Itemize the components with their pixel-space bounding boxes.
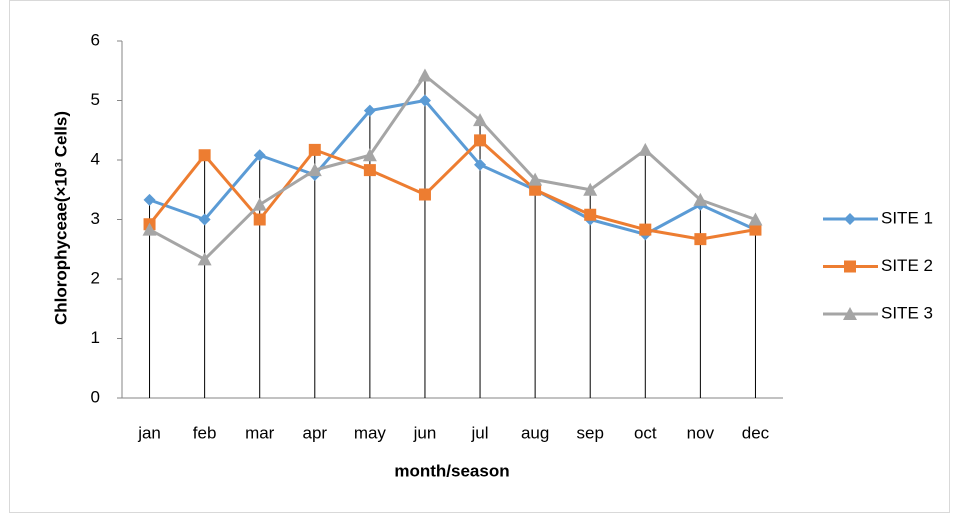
legend-label: SITE 2 (881, 256, 933, 275)
y-tick-label: 2 (91, 268, 100, 287)
data-point (307, 163, 322, 177)
data-point (418, 188, 431, 201)
data-point (748, 212, 763, 226)
data-point (198, 213, 211, 226)
data-point (638, 142, 653, 156)
data-point (528, 172, 543, 186)
y-tick-label: 4 (91, 149, 100, 168)
data-point (363, 104, 376, 117)
x-tick-label: jan (137, 423, 161, 442)
x-tick-label: sep (576, 423, 603, 442)
x-tick-label: jun (413, 423, 437, 442)
data-point (529, 183, 542, 196)
data-point (198, 149, 211, 162)
data-point (474, 134, 487, 147)
legend-label: SITE 3 (881, 303, 933, 322)
data-point (252, 197, 267, 211)
data-point (143, 193, 156, 206)
data-point (473, 113, 488, 127)
legend-marker (843, 307, 857, 320)
data-point (253, 149, 266, 162)
x-tick-label: dec (742, 423, 770, 442)
x-tick-label: apr (303, 423, 328, 442)
data-point (474, 158, 487, 171)
y-tick-label: 6 (91, 30, 100, 49)
x-tick-label: oct (634, 423, 657, 442)
data-point (584, 208, 597, 221)
series-line (149, 99, 757, 236)
x-tick-label: mar (245, 423, 275, 442)
series-line (148, 138, 756, 241)
x-tick-label: aug (521, 423, 549, 442)
x-tick-label: feb (193, 423, 217, 442)
data-point (749, 223, 762, 236)
data-point (363, 164, 376, 177)
y-tick-label: 5 (91, 90, 100, 109)
series-line (148, 74, 756, 261)
data-point (693, 192, 708, 206)
legend-marker (844, 260, 856, 273)
y-tick-label: 3 (91, 209, 100, 228)
x-tick-label: jul (471, 423, 489, 442)
data-point (417, 68, 432, 82)
y-axis-title: Chlorophyceae(×10³ Cells) (51, 111, 70, 325)
data-point (197, 252, 212, 266)
data-point (362, 148, 377, 162)
data-point (583, 182, 598, 196)
legend-marker (844, 213, 856, 225)
y-tick-label: 0 (91, 387, 100, 406)
chart-frame (9, 0, 950, 513)
data-point (142, 222, 157, 236)
x-axis-title: month/season (394, 461, 509, 480)
data-point (694, 233, 707, 246)
data-point (253, 213, 266, 226)
data-point (308, 143, 321, 156)
legend-label: SITE 1 (881, 208, 933, 227)
x-tick-label: nov (687, 423, 715, 442)
y-tick-label: 1 (91, 328, 100, 347)
x-tick-label: may (354, 423, 387, 442)
data-point (639, 223, 652, 236)
data-point (418, 94, 431, 107)
